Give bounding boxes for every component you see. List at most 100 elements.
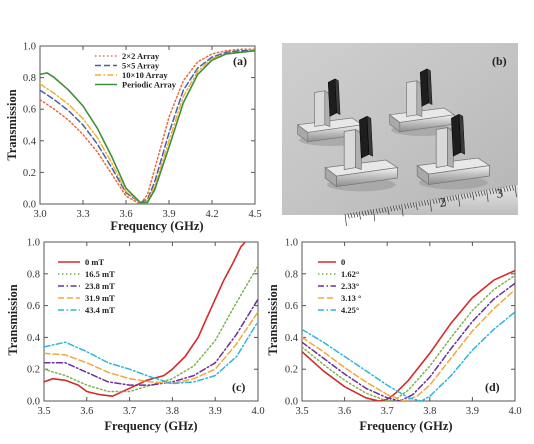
plot-frame: [301, 241, 516, 402]
series-line-0: [44, 242, 246, 398]
ruler-tick: [449, 196, 452, 202]
y-tick-label: 0.0: [27, 397, 40, 408]
metamaterial-device: [324, 115, 399, 192]
plot-frame: [39, 45, 256, 205]
panel-b-label: (b): [492, 54, 507, 68]
ruler-tick: [508, 185, 512, 192]
y-tick-label: 0.4: [23, 136, 37, 147]
panel-c-xlabel: Frequency (GHz): [104, 419, 197, 433]
x-tick-label: 3.6: [338, 406, 351, 417]
panel-d-xlabel: Frequency (GHz): [359, 419, 452, 433]
ruler: 2 3: [340, 184, 518, 227]
ruler-tick: [426, 199, 430, 206]
ruler-tick: [404, 203, 407, 209]
y-tick-label: 1.0: [285, 238, 298, 249]
panel-c-ylabel: Transmission: [6, 284, 20, 355]
legend-label-3: Periodic Array: [122, 80, 177, 90]
x-tick-label: 3.7: [381, 406, 394, 417]
x-tick-label: 3.9: [466, 406, 479, 417]
panel-d-axes: 3.5 3.6 3.7 3.8 3.9 4.0 0.0 0.2 0.4 0.6 0.8 1.0: [285, 238, 522, 418]
panel-d-legend: 0 1.62° 2.33° 3.13 ° 4.25°: [318, 257, 361, 315]
ruler-tick: [381, 207, 384, 213]
legend-label-1: 1.62°: [341, 269, 359, 279]
ruler-tick: [370, 209, 373, 215]
panel-a-ylabel: Transmission: [5, 89, 19, 160]
ruler-tick: [457, 194, 461, 207]
series-line-0: [40, 48, 255, 204]
ruler-tick: [347, 213, 350, 219]
legend-label-0: 0 mT: [85, 257, 104, 267]
ruler-tick: [511, 185, 515, 191]
ruler-tick: [358, 211, 362, 220]
panel-d-ylabel: Transmission: [266, 284, 280, 355]
panel-c-series: [44, 242, 258, 398]
ruler-tick: [497, 187, 500, 194]
panel-a-label: (a): [233, 54, 247, 68]
series-line-2: [302, 282, 515, 401]
series-line-3: [40, 49, 255, 204]
ruler-tick: [494, 188, 498, 194]
ruler-tick: [491, 188, 495, 194]
ruler-tick: [514, 184, 517, 198]
legend-label-4: 4.25°: [341, 305, 359, 315]
x-tick-label: 3.8: [166, 406, 179, 417]
ruler-tick: [489, 189, 492, 195]
panel-a-xlabel: Frequency (GHz): [110, 219, 203, 233]
x-tick-label: 3.5: [295, 406, 308, 417]
ruler-tick: [389, 206, 393, 212]
panel-d-label: (d): [485, 380, 500, 394]
ruler-tick: [466, 193, 469, 199]
ruler-tick: [477, 191, 481, 197]
ruler-tick: [398, 204, 401, 210]
y-tick-label: 1.0: [27, 238, 40, 249]
ruler-tick: [361, 210, 364, 217]
ruler-tick: [384, 207, 387, 213]
series-line-4: [302, 311, 515, 401]
legend-label-2: 2.33°: [341, 281, 359, 291]
ruler-tick: [367, 210, 370, 216]
ruler-tick: [378, 208, 381, 214]
y-tick-label: 0.0: [285, 397, 298, 408]
metamaterial-device: [416, 113, 491, 190]
panel-a-series: [40, 48, 255, 204]
x-tick-label: 4.2: [205, 209, 218, 220]
ruler-tick: [421, 200, 424, 207]
legend-label-2: 10×10 Array: [122, 70, 168, 80]
ruler-number-2: 2: [438, 194, 447, 210]
y-tick-label: 0.6: [285, 301, 298, 312]
ruler-tick: [503, 186, 506, 193]
series-line-4: [44, 320, 258, 385]
y-tick-label: 0.6: [27, 301, 40, 312]
y-tick-label: 0.4: [27, 333, 41, 344]
ruler-tick: [474, 191, 478, 197]
ruler-tick: [412, 202, 415, 208]
ruler-tick: [415, 201, 418, 210]
legend-label-3: 3.13 °: [341, 293, 361, 303]
ruler-tick: [372, 209, 376, 222]
panel-c-axes: 3.5 3.6 3.7 3.8 3.9 4.0 0.0 0.2 0.4 0.6 0.8 1.0: [27, 238, 265, 418]
ruler-tick: [446, 196, 449, 202]
ruler-tick: [375, 208, 379, 214]
panel-a-chart: 3.0 3.3 3.6 3.9 4.2 4.5 0.0 0.2 0.4 0.6 0.8 1.0 2×2…: [5, 42, 262, 234]
x-tick-label: 4.0: [508, 406, 521, 417]
ruler-tick: [480, 190, 483, 196]
y-tick-label: 0.8: [285, 269, 298, 280]
y-tick-label: 0.8: [27, 269, 40, 280]
ruler-tick: [418, 201, 421, 207]
legend-label-4: 43.4 mT: [85, 305, 115, 315]
ruler-tick: [469, 192, 472, 198]
y-tick-label: 0.2: [23, 168, 36, 179]
ruler-tick: [387, 206, 390, 215]
x-tick-label: 3.7: [123, 406, 136, 417]
ruler-number-3: 3: [495, 185, 504, 201]
ruler-tick: [463, 193, 466, 199]
ruler-tick: [440, 197, 444, 203]
ruler-tick: [500, 187, 503, 196]
legend-label-1: 5×5 Array: [122, 61, 160, 71]
ruler-tick: [443, 197, 447, 206]
x-tick-label: 3.8: [423, 406, 436, 417]
x-tick-label: 3.6: [119, 209, 132, 220]
x-tick-label: 4.5: [248, 209, 261, 220]
panel-c-legend: 0 mT 16.5 mT 23.8 mT 31.9 mT 43.4 mT: [58, 257, 115, 315]
